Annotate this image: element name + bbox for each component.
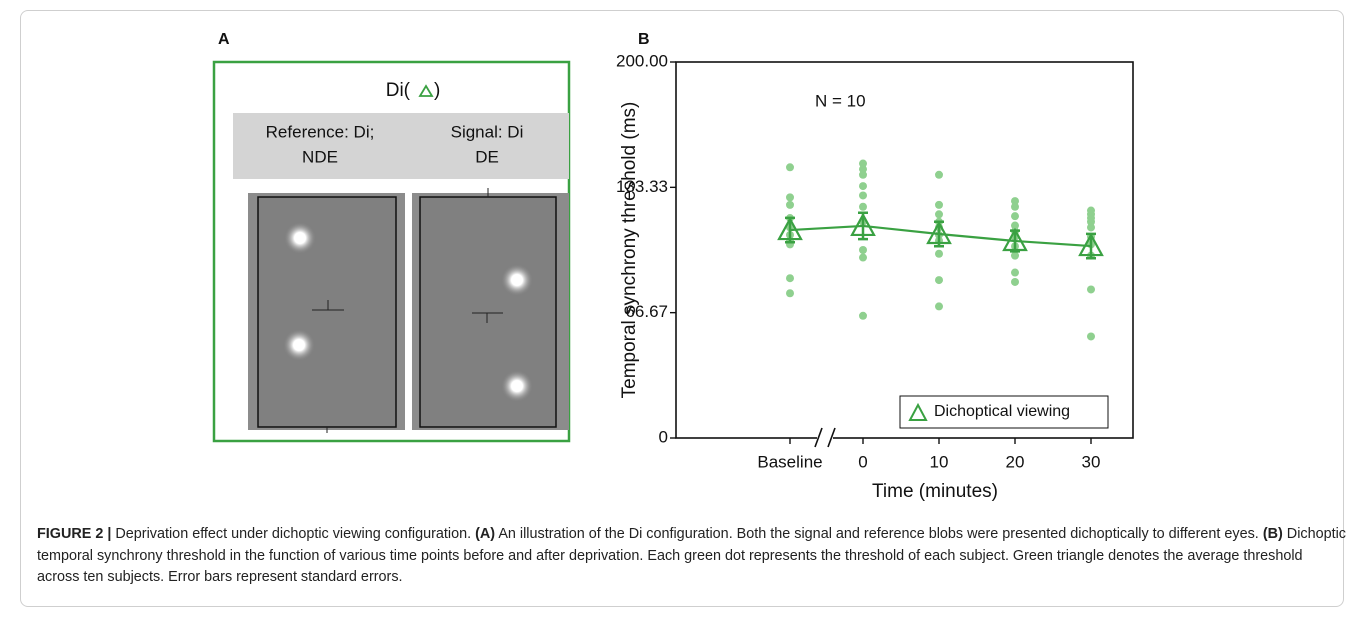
subject-dot bbox=[935, 170, 943, 179]
subject-dot bbox=[859, 170, 867, 179]
figure-frame bbox=[20, 10, 1344, 607]
subject-dot bbox=[1011, 221, 1019, 230]
axis-break bbox=[814, 427, 836, 448]
subject-dot bbox=[786, 193, 794, 202]
subject-dot bbox=[786, 163, 794, 172]
panel-a-title: Di( bbox=[386, 80, 411, 101]
x-tick-label: 20 bbox=[1006, 452, 1025, 471]
caption-text: (B) bbox=[1262, 526, 1283, 542]
subject-dot bbox=[859, 159, 867, 168]
subject-dot bbox=[1087, 332, 1095, 341]
x-tick-label: 0 bbox=[858, 452, 867, 471]
caption-text: An illustration of the Di configuration.… bbox=[495, 526, 1263, 542]
mean-marker bbox=[1002, 227, 1028, 252]
caption: FIGURE 2 | Deprivation effect under dich… bbox=[37, 524, 1347, 589]
x-tick-label: 30 bbox=[1082, 452, 1101, 471]
subject-dot bbox=[859, 311, 867, 320]
stimulus-right bbox=[412, 188, 569, 430]
caption-text: Deprivation effect under dichoptic viewi… bbox=[111, 526, 476, 542]
subject-dot bbox=[935, 302, 943, 311]
y-tick-label: 133.33 bbox=[616, 177, 668, 196]
mean-marker bbox=[850, 212, 876, 237]
signal-label: DE bbox=[475, 147, 499, 166]
subject-dot bbox=[935, 210, 943, 219]
subject-dot bbox=[1011, 268, 1019, 277]
subject-dot bbox=[935, 249, 943, 258]
y-tick-label: 200.00 bbox=[616, 51, 668, 70]
subject-dot bbox=[859, 253, 867, 262]
subject-dot bbox=[859, 191, 867, 200]
x-tick-label: Baseline bbox=[757, 452, 822, 471]
subject-dot bbox=[935, 200, 943, 209]
panel-a-title: ) bbox=[434, 80, 440, 101]
reference-label: NDE bbox=[302, 147, 338, 166]
legend: Dichoptical viewing bbox=[899, 395, 1109, 429]
subject-dot bbox=[935, 276, 943, 285]
triangle-icon bbox=[418, 84, 434, 97]
subject-dot bbox=[859, 165, 867, 174]
subject-dot bbox=[859, 246, 867, 254]
subject-dot bbox=[1087, 223, 1095, 232]
mean-marker bbox=[1078, 232, 1104, 257]
subject-dot bbox=[1011, 277, 1019, 286]
subject-dot bbox=[786, 289, 794, 298]
plot-frame bbox=[675, 61, 1134, 439]
subject-dot bbox=[1011, 202, 1019, 211]
legend-label: Dichoptical viewing bbox=[934, 403, 1070, 420]
y-tick-label: 0 bbox=[659, 427, 668, 446]
mean-marker bbox=[926, 220, 952, 245]
subject-dot bbox=[859, 182, 867, 191]
figure: A B Di( ) Reference: Di; NDE Signal: Di … bbox=[212, 31, 1134, 502]
subject-dot bbox=[1011, 197, 1019, 206]
y-tick-label: 66.67 bbox=[625, 302, 668, 321]
caption-text: FIGURE 2 | bbox=[37, 526, 112, 542]
x-tick-label: 10 bbox=[930, 452, 949, 471]
mean-marker bbox=[777, 216, 803, 241]
header-box bbox=[233, 113, 569, 179]
subject-dot bbox=[1087, 285, 1095, 294]
reference-label: Reference: Di; bbox=[266, 122, 375, 141]
stimulus-left bbox=[248, 193, 405, 433]
subject-dot bbox=[1087, 217, 1095, 226]
signal-label: Signal: Di bbox=[451, 122, 524, 141]
caption-text: Dichoptic temporal synchrony threshold i… bbox=[37, 526, 1346, 586]
panel-label: B bbox=[638, 31, 650, 48]
y-axis-label: Temporal synchrony threshold (ms) bbox=[619, 102, 640, 399]
caption-text: (A) bbox=[475, 526, 496, 542]
panel-label: A bbox=[218, 31, 230, 48]
subject-dot bbox=[859, 202, 867, 211]
subject-dot bbox=[786, 274, 794, 283]
subject-dot bbox=[1011, 251, 1019, 260]
x-axis-label: Time (minutes) bbox=[872, 481, 998, 502]
annotation: N = 10 bbox=[815, 91, 866, 110]
subject-dot bbox=[1011, 212, 1019, 221]
subject-dot bbox=[786, 200, 794, 209]
